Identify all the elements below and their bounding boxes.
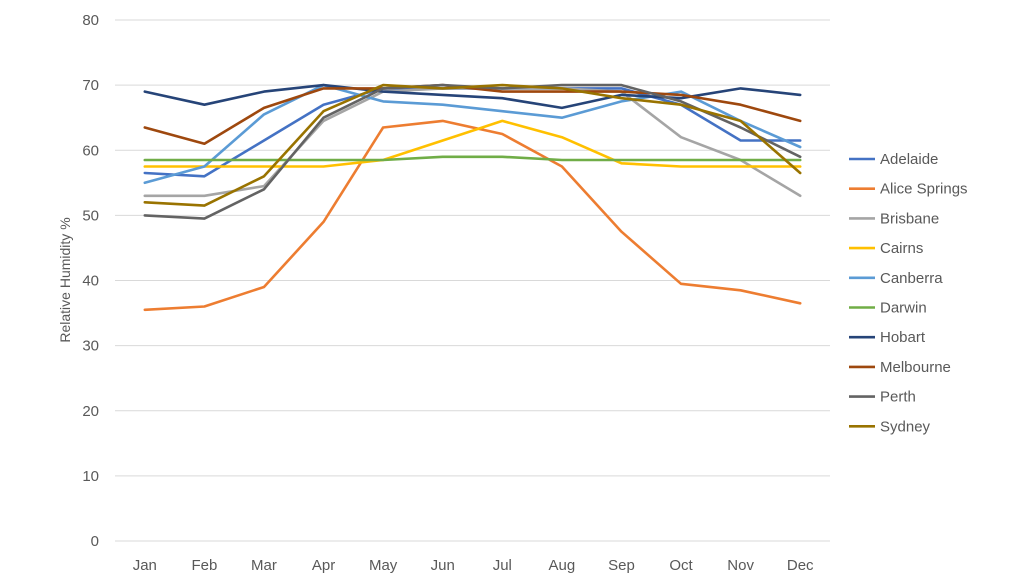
y-tick-label: 20 [82, 403, 99, 420]
x-tick-label: Aug [549, 557, 576, 574]
series-line-melbourne [143, 83, 802, 145]
y-axis-title: Relative Humidity % [57, 217, 73, 342]
x-axis-ticks: Jan Feb Mar Apr May Jun Jul Aug Sep Oct Nov Dec [133, 557, 814, 574]
x-tick-label: Feb [191, 557, 217, 574]
series-line-sydney [143, 83, 802, 207]
y-tick-label: 10 [82, 468, 99, 485]
legend-label-perth: Perth [880, 389, 916, 406]
legend-label-alice-springs: Alice Springs [880, 181, 968, 198]
y-tick-label: 40 [82, 273, 99, 290]
y-tick-label: 0 [91, 533, 99, 550]
legend-label-sydney: Sydney [880, 418, 931, 435]
legend-label-brisbane: Brisbane [880, 210, 939, 227]
legend-label-darwin: Darwin [880, 300, 927, 317]
x-tick-label: Dec [787, 557, 814, 574]
y-tick-label: 60 [82, 142, 99, 159]
x-tick-label: Nov [727, 557, 754, 574]
legend: Adelaide Alice Springs Brisbane Cairns Canbe… [849, 151, 968, 435]
series-line-cairns [143, 119, 802, 168]
x-tick-label: Oct [669, 557, 693, 574]
legend-label-adelaide: Adelaide [880, 151, 938, 168]
x-tick-label: May [369, 557, 398, 574]
x-tick-label: Jun [431, 557, 455, 574]
legend-label-canberra: Canberra [880, 270, 943, 287]
gridlines [115, 19, 830, 542]
y-tick-label: 70 [82, 77, 99, 94]
x-tick-label: Mar [251, 557, 277, 574]
legend-label-melbourne: Melbourne [880, 359, 951, 376]
legend-label-hobart: Hobart [880, 329, 926, 346]
y-tick-label: 30 [82, 338, 99, 355]
legend-label-cairns: Cairns [880, 240, 923, 257]
series-line-brisbane [143, 87, 802, 198]
series-line-canberra [143, 83, 802, 185]
x-tick-label: Apr [312, 557, 335, 574]
y-tick-label: 80 [82, 12, 99, 29]
x-tick-label: Jul [493, 557, 512, 574]
x-tick-label: Sep [608, 557, 635, 574]
series-line-darwin [143, 155, 802, 162]
y-tick-label: 50 [82, 207, 99, 224]
y-axis-ticks: 0 10 20 30 40 50 60 70 80 [82, 12, 99, 550]
series-line-alice-springs [143, 119, 802, 312]
x-tick-label: Jan [133, 557, 157, 574]
series-lines [143, 83, 802, 312]
